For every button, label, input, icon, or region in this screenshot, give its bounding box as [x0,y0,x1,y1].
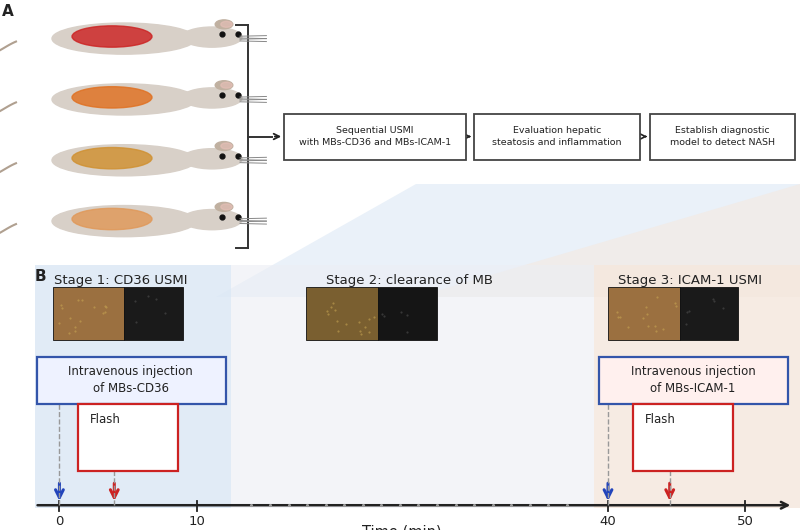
Bar [53,287,124,340]
Text: 10: 10 [188,515,205,528]
Ellipse shape [215,81,233,90]
Ellipse shape [221,21,232,28]
Text: Stage 2: clearance of MB
(30 min): Stage 2: clearance of MB (30 min) [326,273,493,303]
Bar [124,287,183,340]
Text: Intravenous injection
of MBs-ICAM-1: Intravenous injection of MBs-ICAM-1 [630,365,755,395]
Bar [650,113,795,160]
Bar [378,287,437,340]
Ellipse shape [215,20,233,29]
Text: Flash: Flash [90,412,121,426]
Text: Establish diagnostic
model to detect NASH: Establish diagnostic model to detect NAS… [670,126,775,147]
Text: Stage 1: CD36 USMI
(10 min): Stage 1: CD36 USMI (10 min) [54,273,188,303]
Bar [306,287,378,340]
Bar [284,113,466,160]
Ellipse shape [182,88,242,108]
Ellipse shape [72,208,152,229]
Bar [680,287,738,340]
Ellipse shape [52,84,196,115]
Bar [474,113,640,160]
FancyBboxPatch shape [634,404,734,471]
Text: Evaluation hepatic
steatosis and inflammation: Evaluation hepatic steatosis and inflamm… [492,126,622,147]
Bar [87,418,134,463]
Ellipse shape [221,204,232,210]
Ellipse shape [221,82,232,88]
Text: Time (min): Time (min) [362,525,442,530]
FancyBboxPatch shape [37,357,226,404]
Bar [231,265,594,508]
Ellipse shape [72,87,152,108]
FancyBboxPatch shape [78,404,178,471]
Text: B: B [34,269,46,284]
Bar [689,418,727,463]
Ellipse shape [221,143,232,149]
Ellipse shape [72,26,152,47]
Bar [608,287,680,340]
Bar [642,418,689,463]
Ellipse shape [182,27,242,47]
Text: Flash: Flash [645,412,676,426]
Bar [34,265,231,508]
Polygon shape [216,184,800,297]
Ellipse shape [215,202,233,211]
Text: 40: 40 [600,515,616,528]
FancyBboxPatch shape [599,357,788,404]
Bar [594,265,800,508]
Text: Stage 3: ICAM-1 USMI
(10 min): Stage 3: ICAM-1 USMI (10 min) [618,273,762,303]
Polygon shape [416,184,800,297]
Ellipse shape [215,142,233,151]
Ellipse shape [52,145,196,176]
Text: 50: 50 [737,515,754,528]
Text: A: A [2,4,14,20]
Ellipse shape [182,149,242,169]
Ellipse shape [182,209,242,229]
Ellipse shape [52,206,196,237]
Text: Intravenous injection
of MBs-CD36: Intravenous injection of MBs-CD36 [68,365,193,395]
Text: Sequential USMI
with MBs-CD36 and MBs-ICAM-1: Sequential USMI with MBs-CD36 and MBs-IC… [299,126,451,147]
Text: 0: 0 [55,515,64,528]
Bar [134,418,172,463]
Ellipse shape [52,23,196,54]
Ellipse shape [72,147,152,169]
